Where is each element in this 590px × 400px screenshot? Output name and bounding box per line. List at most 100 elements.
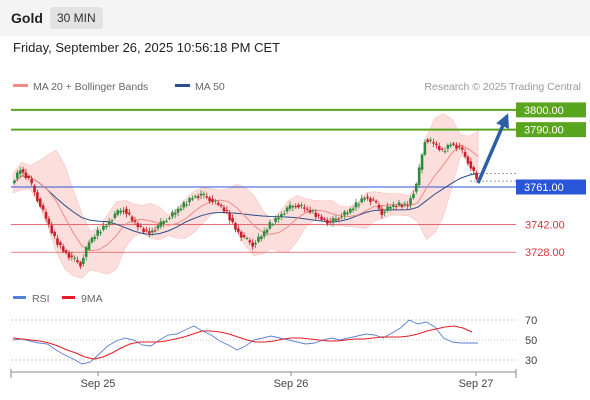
candle-131	[389, 205, 392, 212]
candle-body-82	[248, 240, 252, 243]
candle-body-148	[437, 146, 441, 150]
candle-112	[334, 215, 338, 223]
candle-body-105	[314, 212, 318, 218]
candle-68	[208, 195, 211, 204]
candle-127	[377, 202, 381, 212]
candle-body-128	[380, 208, 384, 216]
candle-130	[386, 202, 389, 213]
candle-body-138	[409, 198, 412, 205]
candle-42	[133, 217, 137, 225]
candle-body-26	[87, 242, 91, 250]
candle-body-80	[242, 235, 246, 238]
candle-body-31	[102, 226, 105, 230]
candle-160	[472, 165, 475, 175]
time-tick-label-1: Sep 26	[274, 378, 309, 390]
candle-39	[125, 206, 128, 218]
candle-body-61	[188, 198, 191, 203]
candle-37	[119, 208, 122, 216]
candle-body-94	[282, 213, 286, 215]
candle-124	[369, 196, 372, 206]
candle-9	[38, 197, 42, 209]
candle-75	[228, 210, 232, 224]
candle-49	[153, 226, 157, 233]
candle-body-65	[199, 193, 203, 196]
candle-body-50	[156, 225, 160, 229]
candle-body-32	[104, 225, 108, 228]
candle-body-109	[326, 219, 329, 224]
candle-body-156	[460, 147, 464, 150]
candle-63	[193, 194, 197, 199]
candle-133	[394, 204, 398, 211]
candle-body-111	[331, 218, 335, 223]
candle-body-157	[463, 152, 467, 157]
candle-58	[179, 205, 183, 212]
candle-5	[27, 174, 31, 181]
candle-body-42	[133, 220, 137, 223]
candle-88	[265, 228, 269, 237]
rsi-series-1	[12, 325, 473, 360]
candle-body-110	[328, 221, 332, 223]
candle-body-40	[127, 212, 131, 215]
candle-body-52	[162, 221, 165, 224]
candle-body-55	[171, 212, 174, 217]
candle-155	[458, 142, 461, 150]
candle-body-115	[343, 211, 346, 216]
candle-11	[44, 208, 48, 223]
candle-161	[475, 170, 478, 181]
candle-115	[343, 210, 346, 219]
candle-body-20	[70, 255, 74, 257]
candle-body-75	[228, 212, 232, 221]
price-label-4: 3728.00	[525, 247, 565, 259]
candle-body-99	[297, 204, 300, 208]
candle-body-18	[64, 250, 68, 253]
candle-79	[239, 230, 243, 242]
candle-46	[145, 227, 148, 233]
candle-21	[73, 255, 77, 262]
candle-33	[107, 217, 111, 228]
candle-body-30	[99, 232, 102, 234]
rsi-legend: RSI 9MA	[13, 293, 103, 305]
legend-swatch-1	[175, 84, 190, 87]
candles	[13, 137, 478, 270]
candle-body-59	[182, 202, 186, 208]
rsi-tick-0: 70	[525, 315, 537, 327]
candle-157	[463, 148, 467, 159]
price-label-3: 3742.00	[525, 220, 565, 232]
candle-94	[282, 210, 286, 216]
candle-body-146	[432, 142, 435, 144]
candle-body-142	[420, 154, 424, 170]
candle-body-118	[351, 208, 355, 211]
candle-67	[205, 192, 209, 200]
candle-body-155	[458, 146, 461, 148]
candle-23	[79, 260, 82, 270]
candle-65	[199, 190, 203, 200]
candle-body-137	[406, 204, 409, 206]
candle-body-35	[113, 213, 117, 218]
candle-152	[449, 142, 453, 148]
candle-158	[466, 155, 470, 167]
candle-15	[56, 234, 59, 248]
legend-swatch-0	[13, 84, 28, 87]
rsi-legend-label-0: RSI	[32, 293, 50, 305]
candle-body-104	[311, 210, 315, 212]
candle-body-120	[357, 204, 361, 206]
candle-72	[219, 203, 223, 208]
candle-143	[423, 139, 427, 157]
candle-body-0	[13, 180, 16, 184]
candle-111	[331, 215, 335, 227]
candle-body-107	[320, 216, 323, 220]
candle-body-159	[469, 161, 473, 169]
candle-body-147	[435, 143, 438, 145]
candle-126	[374, 199, 378, 204]
timeframe-button[interactable]: 30 MIN	[50, 7, 103, 29]
candle-body-51	[159, 221, 163, 227]
candle-101	[303, 203, 306, 213]
price-label-box-1	[516, 122, 586, 138]
candle-body-76	[231, 217, 234, 223]
candle-body-68	[208, 197, 211, 202]
candle-6	[30, 175, 33, 186]
candle-149	[440, 147, 444, 152]
candle-26	[87, 239, 91, 252]
ma20-line	[12, 144, 479, 252]
